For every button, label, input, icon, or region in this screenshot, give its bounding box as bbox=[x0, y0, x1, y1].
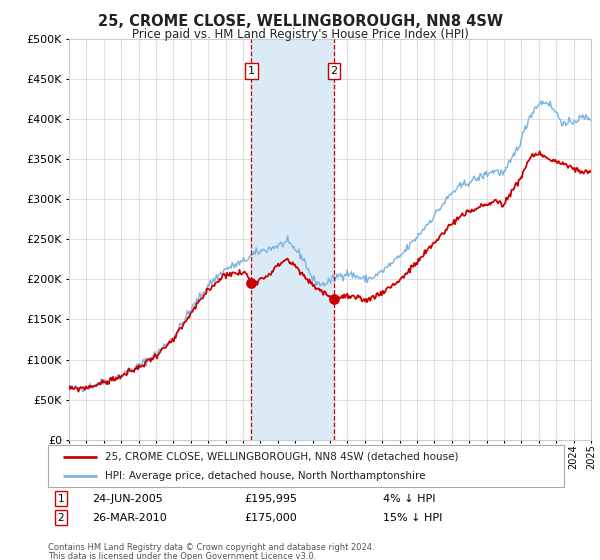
Text: 15% ↓ HPI: 15% ↓ HPI bbox=[383, 512, 443, 522]
Text: 25, CROME CLOSE, WELLINGBOROUGH, NN8 4SW (detached house): 25, CROME CLOSE, WELLINGBOROUGH, NN8 4SW… bbox=[105, 451, 458, 461]
Text: 24-JUN-2005: 24-JUN-2005 bbox=[92, 493, 163, 503]
Point bbox=[247, 278, 256, 287]
Text: 26-MAR-2010: 26-MAR-2010 bbox=[92, 512, 167, 522]
Text: 1: 1 bbox=[248, 66, 255, 76]
Text: £175,000: £175,000 bbox=[244, 512, 297, 522]
Text: 4% ↓ HPI: 4% ↓ HPI bbox=[383, 493, 436, 503]
Point bbox=[329, 295, 339, 304]
Text: This data is licensed under the Open Government Licence v3.0.: This data is licensed under the Open Gov… bbox=[48, 552, 316, 560]
Text: 25, CROME CLOSE, WELLINGBOROUGH, NN8 4SW: 25, CROME CLOSE, WELLINGBOROUGH, NN8 4SW bbox=[97, 14, 503, 29]
Text: 2: 2 bbox=[331, 66, 338, 76]
Text: Price paid vs. HM Land Registry's House Price Index (HPI): Price paid vs. HM Land Registry's House … bbox=[131, 28, 469, 41]
Text: £195,995: £195,995 bbox=[244, 493, 297, 503]
Bar bbox=[251, 39, 334, 440]
Text: 2: 2 bbox=[58, 512, 64, 522]
Text: 1: 1 bbox=[58, 493, 64, 503]
Text: Contains HM Land Registry data © Crown copyright and database right 2024.: Contains HM Land Registry data © Crown c… bbox=[48, 543, 374, 552]
Text: HPI: Average price, detached house, North Northamptonshire: HPI: Average price, detached house, Nort… bbox=[105, 471, 425, 481]
